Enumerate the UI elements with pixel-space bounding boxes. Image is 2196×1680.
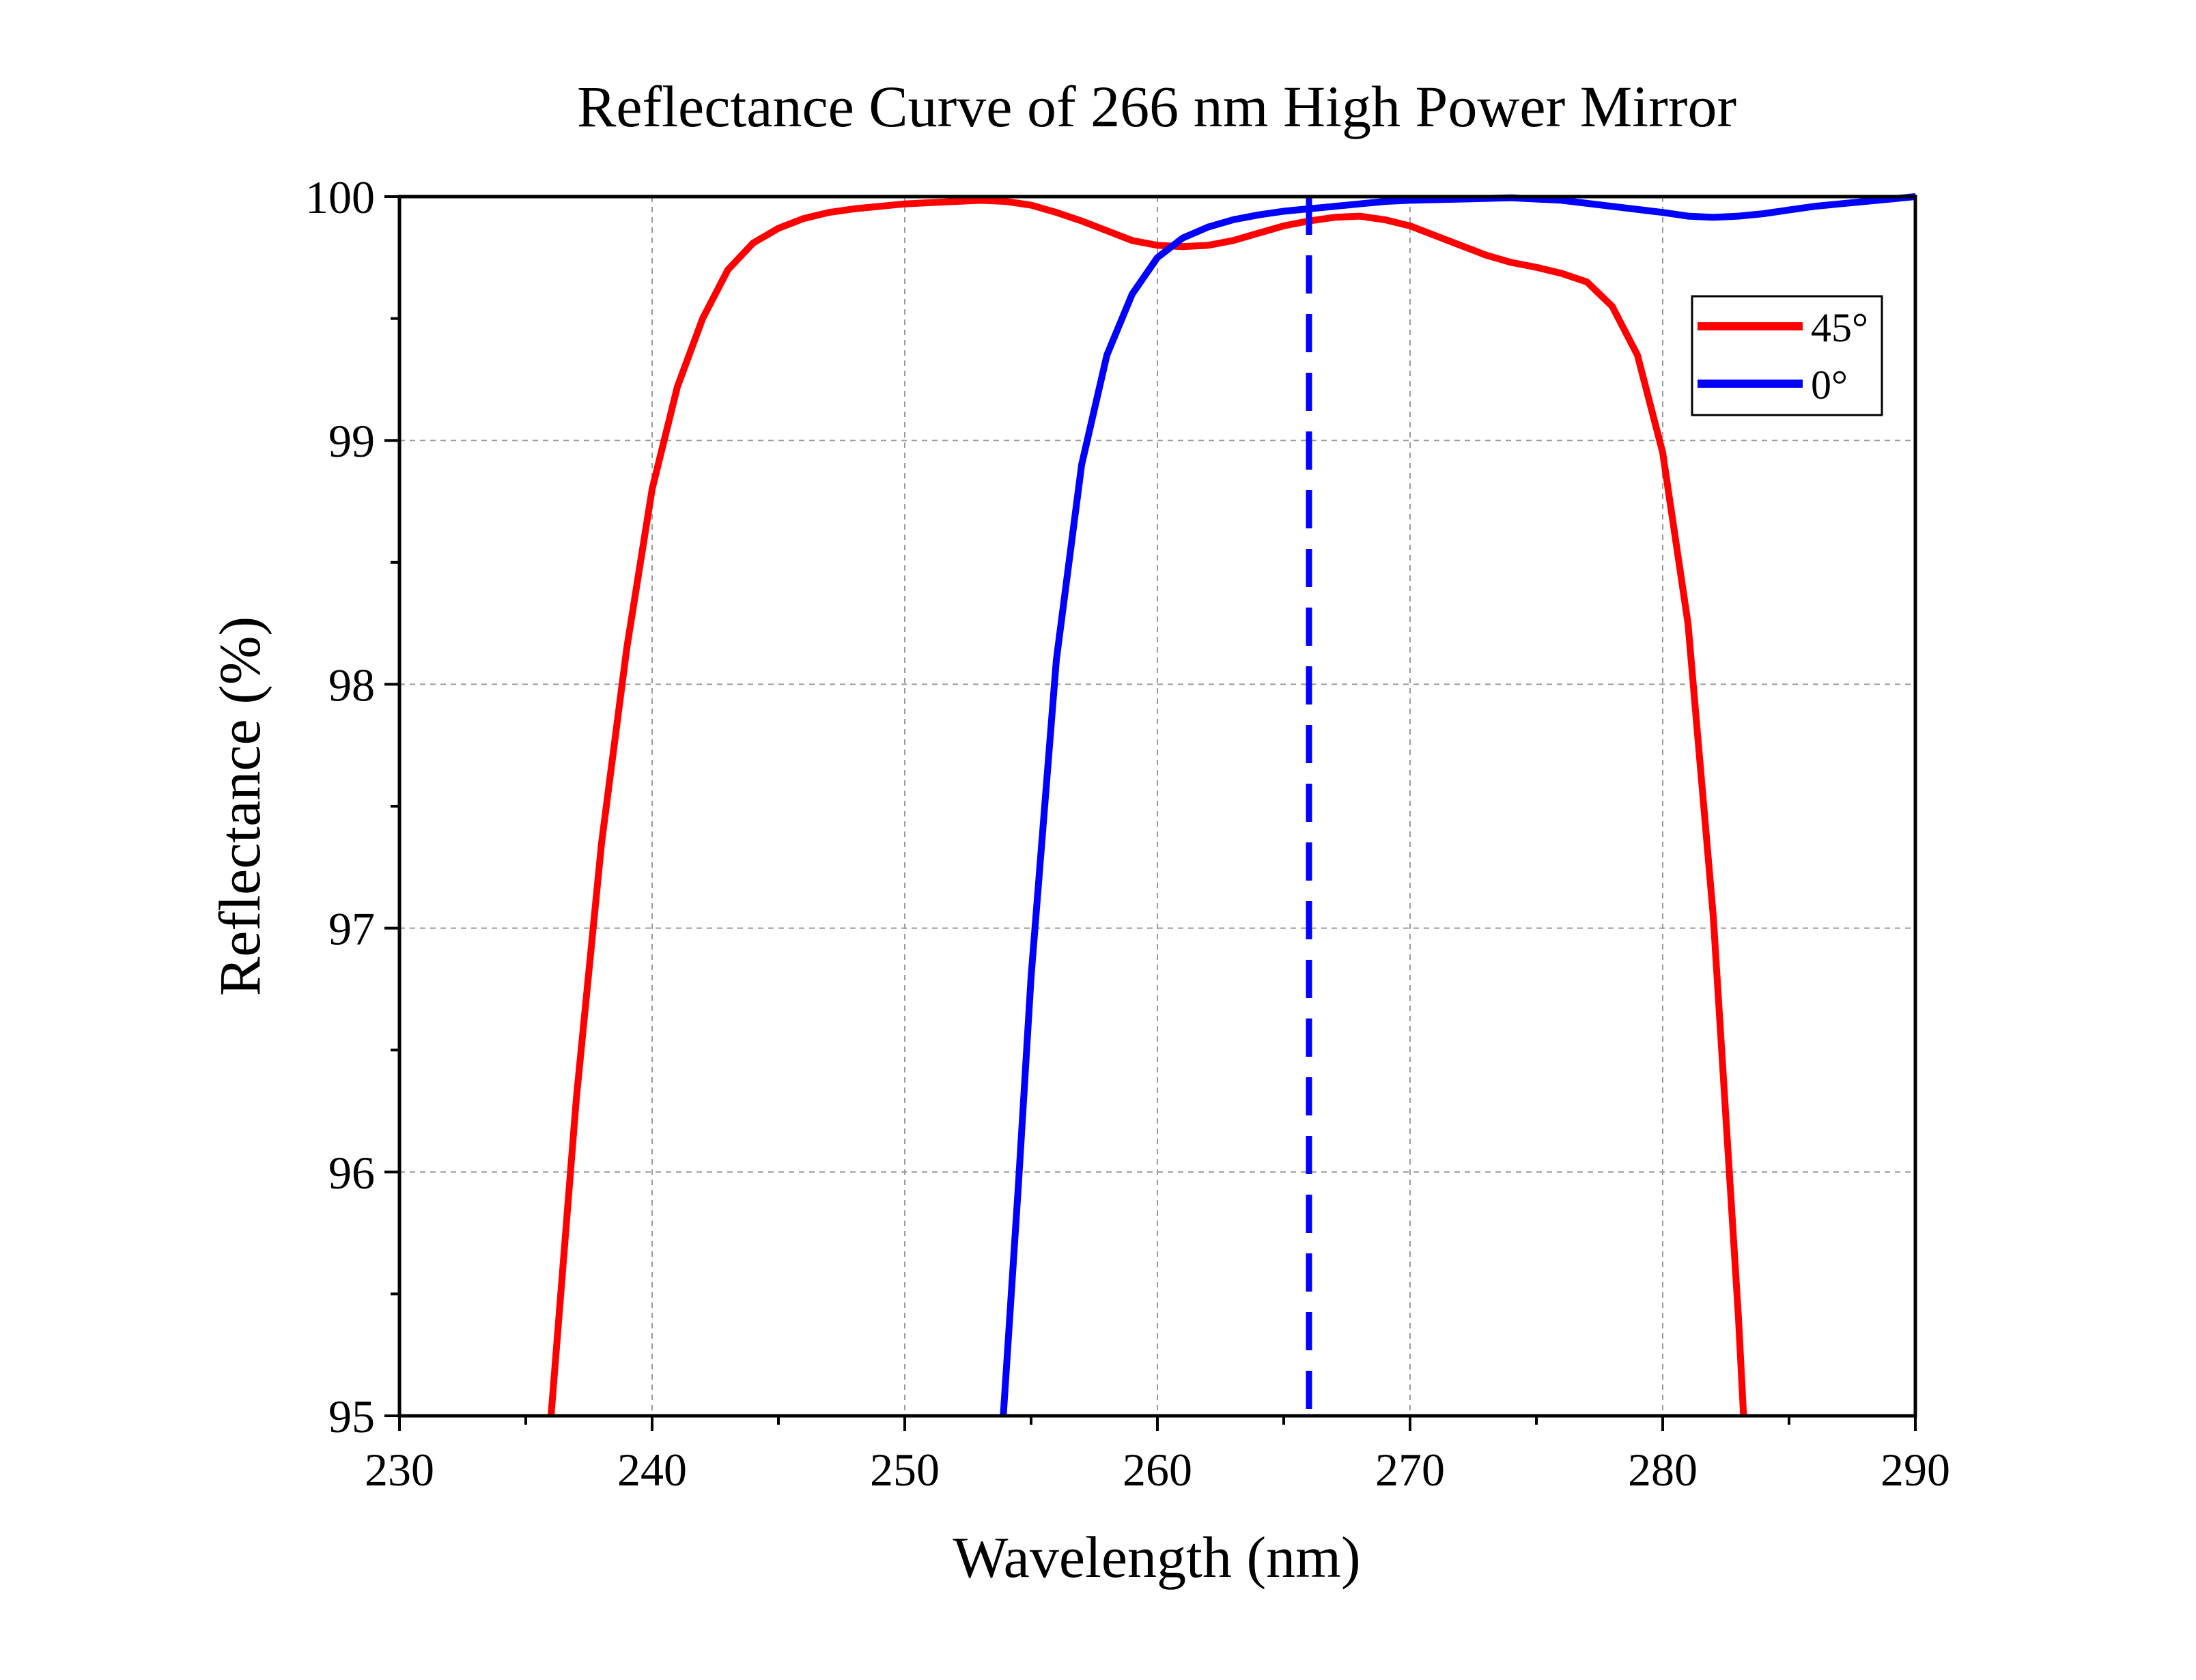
series-layer <box>548 193 1915 1416</box>
legend-label-45: 45° <box>1811 305 1868 350</box>
x-tick-label: 240 <box>617 1444 687 1496</box>
y-tick-label: 96 <box>328 1147 375 1199</box>
y-tick-label: 97 <box>328 903 375 955</box>
chart-title: Reflectance Curve of 266 nm High Power M… <box>577 74 1736 139</box>
y-tick-label: 98 <box>328 659 375 711</box>
grid-lines <box>399 197 1915 1416</box>
x-tick-label: 280 <box>1628 1444 1698 1496</box>
x-tick-label: 250 <box>870 1444 940 1496</box>
series-line-0 <box>548 197 1747 1416</box>
x-tick-label: 270 <box>1375 1444 1445 1496</box>
x-tick-label: 290 <box>1881 1444 1950 1496</box>
x-tick-label: 230 <box>365 1444 434 1496</box>
x-axis-label: Wavelength (nm) <box>953 1524 1360 1590</box>
y-axis-label: Reflectance (%) <box>207 616 272 996</box>
legend: 45° 0° <box>1691 295 1883 416</box>
legend-label-0: 0° <box>1811 362 1848 408</box>
legend-box <box>1691 295 1883 416</box>
y-tick-label: 100 <box>305 171 375 223</box>
y-tick-label: 95 <box>328 1391 375 1442</box>
x-tick-label: 260 <box>1123 1444 1192 1496</box>
axis-ticks: 230 240 250 260 270 280 290 95 96 97 98 99 100 <box>305 171 1950 1496</box>
y-tick-label: 99 <box>328 415 375 467</box>
series-line-1 <box>1000 193 1915 1416</box>
